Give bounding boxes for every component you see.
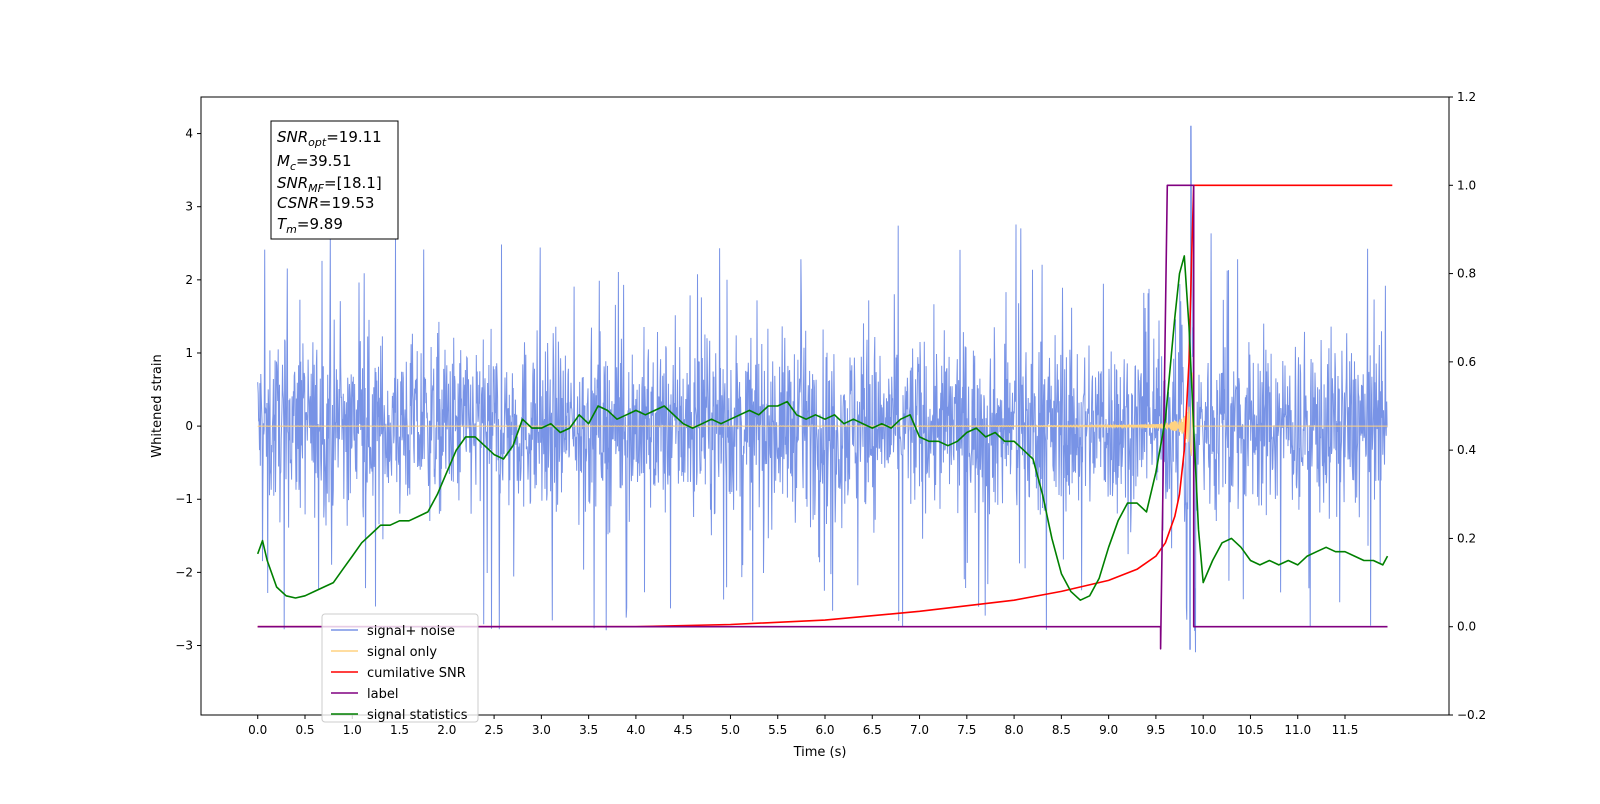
- x-tick-label: 5.0: [721, 723, 740, 737]
- x-tick-label: 8.5: [1052, 723, 1071, 737]
- x-tick-label: 10.5: [1237, 723, 1264, 737]
- y-tick-label: −3: [175, 639, 193, 653]
- x-tick-label: 5.5: [768, 723, 787, 737]
- y2-tick-label: 1.0: [1457, 178, 1476, 192]
- svg-text:Mc=39.51: Mc=39.51: [277, 152, 352, 173]
- y2-tick-label: 0.8: [1457, 267, 1476, 281]
- svg-text:SNRMF=[18.1]: SNRMF=[18.1]: [277, 174, 382, 195]
- x-tick-label: 10.0: [1190, 723, 1217, 737]
- info-snr-opt-value: =19.11: [326, 128, 382, 146]
- y2-tick-label: −0.2: [1457, 708, 1486, 722]
- series-signal-statistics-line: [256, 255, 1389, 601]
- y-tick-label: 2: [185, 273, 193, 287]
- info-tm-value: =9.89: [297, 215, 343, 233]
- x-tick-label: 8.0: [1005, 723, 1024, 737]
- x-tick-label: 2.5: [485, 723, 504, 737]
- info-snr-opt-name: SNR: [277, 128, 308, 146]
- x-tick-label: 11.5: [1332, 723, 1359, 737]
- x-tick-label: 0.0: [248, 723, 267, 737]
- svg-text:SNRopt=19.11: SNRopt=19.11: [277, 128, 382, 149]
- x-tick-label: 1.5: [390, 723, 409, 737]
- info-snr-opt-sub: opt: [308, 136, 327, 149]
- x-tick-label: 6.0: [815, 723, 834, 737]
- y-tick-label: −1: [175, 492, 193, 506]
- info-tm-sub: m: [286, 223, 297, 236]
- info-mc-name: M: [277, 152, 290, 170]
- legend-label: cumilative SNR: [367, 666, 466, 681]
- info-snr-mf-sub: MF: [308, 182, 324, 195]
- x-tick-label: 6.5: [863, 723, 882, 737]
- legend-label: signal+ noise: [367, 624, 455, 639]
- y-tick-label: 3: [185, 200, 193, 214]
- y-tick-label: 1: [185, 346, 193, 360]
- y-tick-label: 0: [185, 419, 193, 433]
- series-signal-only-line: [257, 372, 1388, 457]
- info-mc-value: =39.51: [296, 152, 352, 170]
- series-cumulative-snr-line: [257, 184, 1393, 628]
- x-tick-label: 9.0: [1099, 723, 1118, 737]
- y2-tick-label: 0.0: [1457, 620, 1476, 634]
- info-csnr-name: CSNR: [277, 194, 319, 212]
- x-tick-label: 9.5: [1146, 723, 1165, 737]
- y2-tick-label: 0.2: [1457, 531, 1476, 545]
- info-snr-mf-name: SNR: [277, 174, 308, 192]
- info-mc-sub: c: [290, 160, 296, 173]
- x-tick-label: 2.0: [437, 723, 456, 737]
- x-axis-label: Time (s): [793, 745, 847, 760]
- x-tick-label: 4.5: [674, 723, 693, 737]
- series-label-line: [257, 184, 1388, 650]
- info-snr-mf-value: =[18.1]: [324, 174, 382, 192]
- x-tick-label: 1.0: [343, 723, 362, 737]
- legend-label: signal only: [367, 645, 437, 660]
- info-tm-name: T: [277, 215, 288, 233]
- x-tick-label: 4.0: [626, 723, 645, 737]
- y2-tick-label: 0.6: [1457, 355, 1476, 369]
- legend-label: signal statistics: [367, 708, 468, 723]
- y-tick-label: 4: [185, 127, 193, 141]
- info-csnr-value: =19.53: [319, 194, 375, 212]
- y2-tick-label: 1.2: [1457, 90, 1476, 104]
- y-tick-label: −2: [175, 565, 193, 579]
- y2-tick-label: 0.4: [1457, 443, 1476, 457]
- x-tick-label: 11.0: [1284, 723, 1311, 737]
- svg-text:Tm=9.89: Tm=9.89: [277, 215, 343, 236]
- x-tick-label: 3.0: [532, 723, 551, 737]
- x-tick-label: 3.5: [579, 723, 598, 737]
- info-box: SNRopt=19.11 Mc=39.51 SNRMF=[18.1] CSNR=…: [270, 120, 399, 240]
- x-tick-label: 7.5: [957, 723, 976, 737]
- series-signal-noise-line: [257, 125, 1388, 653]
- legend: signal+ noise signal only cumilative SNR la…: [321, 613, 479, 723]
- x-tick-label: 0.5: [295, 723, 314, 737]
- legend-label: label: [367, 687, 398, 702]
- x-tick-label: 7.0: [910, 723, 929, 737]
- svg-text:CSNR=19.53: CSNR=19.53: [277, 194, 374, 212]
- y-axis-label: Whitened strain: [150, 354, 165, 457]
